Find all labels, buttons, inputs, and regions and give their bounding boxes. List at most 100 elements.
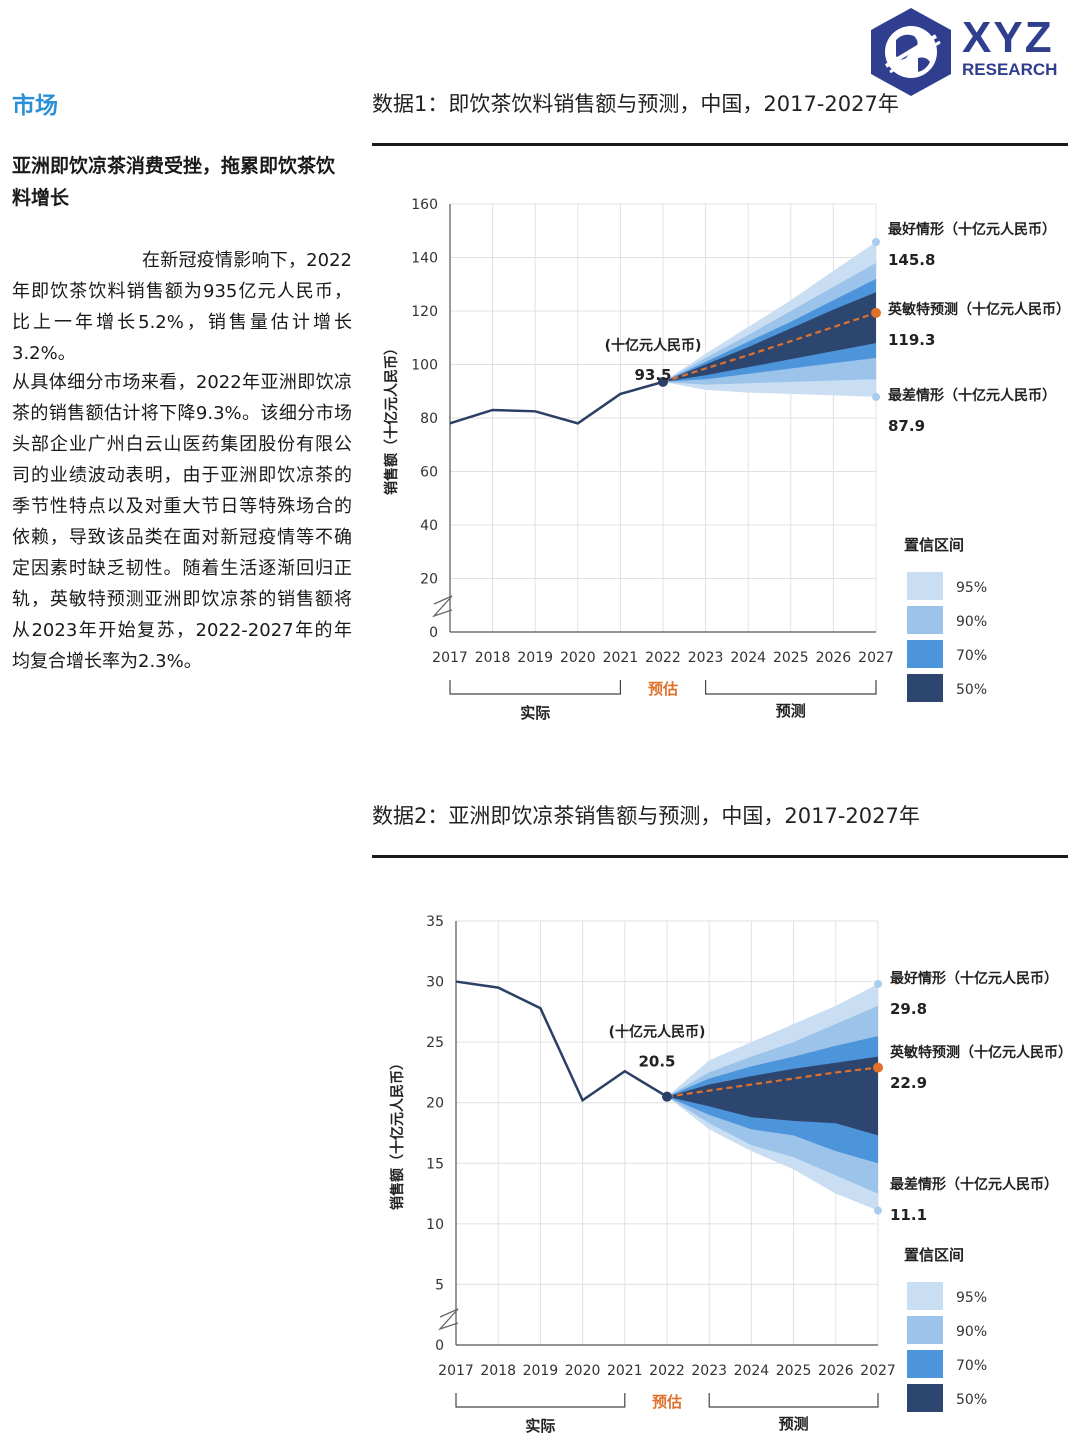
legend-label: 95%: [956, 580, 987, 596]
x-tick-label: 2021: [607, 1363, 643, 1379]
logo-brand: XYZ: [962, 13, 1054, 62]
annotation-label: 最好情形（十亿元人民币）: [890, 970, 1058, 987]
x-tick-label: 2025: [776, 1363, 812, 1379]
axis-break-mark: [431, 595, 453, 618]
annotation-label: 最差情形（十亿元人民币）: [888, 387, 1056, 404]
legend-title: 置信区间: [904, 536, 964, 554]
y-tick-label: 60: [420, 465, 438, 481]
best-case-point: [874, 979, 882, 988]
y-axis-label: 销售额（十亿元人民币）: [383, 341, 400, 495]
annotation-label: 最差情形（十亿元人民币）: [890, 1176, 1058, 1193]
confidence-band-p50: [667, 1056, 878, 1136]
estimate-value-label: 20.5: [638, 1053, 675, 1071]
y-tick-label: 160: [411, 197, 438, 213]
x-tick-label: 2027: [860, 1363, 896, 1379]
legend-label: 70%: [956, 648, 987, 664]
axis-break-mark: [437, 1308, 459, 1331]
actual-bracket: [449, 680, 621, 695]
actual-series-line: [455, 980, 668, 1103]
y-tick-label: 100: [411, 358, 438, 374]
x-tick-label: 2024: [730, 650, 766, 666]
annotation-value: 145.8: [888, 251, 935, 269]
x-tick-label: 2020: [560, 650, 596, 666]
logo-subtitle: RESEARCH: [962, 60, 1058, 79]
x-tick-label: 2023: [691, 1363, 727, 1379]
estimate-point: [658, 376, 668, 387]
phase-estimate-label: 预估: [648, 680, 678, 698]
best-case-point: [872, 237, 880, 246]
y-tick-label: 25: [426, 1035, 444, 1051]
legend-label: 50%: [956, 1392, 987, 1408]
forecast-end-point: [871, 307, 881, 318]
annotation-value: 11.1: [890, 1206, 927, 1224]
phase-estimate-label: 预估: [652, 1393, 682, 1411]
worst-case-point: [874, 1206, 882, 1215]
x-tick-label: 2022: [645, 650, 681, 666]
paragraph-1: 在新冠疫情影响下，2022年即饮茶饮料销售额为935亿元人民币，比上一年增长5.…: [12, 250, 352, 364]
x-tick-label: 2022: [649, 1363, 685, 1379]
x-tick-label: 2027: [858, 650, 894, 666]
forecast-bracket: [708, 1393, 879, 1408]
annotation-value: 119.3: [888, 331, 935, 349]
annotation-label: 英敏特预测（十亿元人民币）: [887, 301, 1070, 318]
legend-label: 90%: [956, 614, 987, 630]
annotation-label: 最好情形（十亿元人民币）: [888, 221, 1056, 238]
forecast-end-point: [873, 1062, 883, 1073]
estimate-unit-label: (十亿元人民币): [605, 337, 702, 354]
globe-hexagon-icon: [871, 8, 951, 96]
legend-swatch: [907, 606, 943, 634]
forecast-bracket: [705, 680, 877, 695]
confidence-band-p70: [663, 278, 876, 382]
x-tick-label: 2019: [517, 650, 553, 666]
x-tick-label: 2018: [480, 1363, 516, 1379]
legend-swatch: [907, 1350, 943, 1378]
chart1-rule: [372, 143, 1068, 146]
x-tick-label: 2023: [688, 650, 724, 666]
annotation-value: 87.9: [888, 417, 925, 435]
estimate-point: [662, 1091, 672, 1102]
estimate-unit-label: (十亿元人民币): [609, 1024, 706, 1041]
paragraph-2: 从具体细分市场来看，2022年亚洲即饮凉茶的销售额估计将下降9.3%。该细分市场…: [12, 372, 352, 672]
x-tick-label: 2017: [438, 1363, 474, 1379]
y-tick-label: 15: [426, 1156, 444, 1172]
phase-forecast-label: 预测: [776, 702, 806, 720]
actual-bracket: [455, 1393, 626, 1408]
x-tick-label: 2021: [603, 650, 639, 666]
y-tick-label: 10: [426, 1217, 444, 1233]
legend-label: 95%: [956, 1290, 987, 1306]
legend-label: 70%: [956, 1358, 987, 1374]
x-tick-label: 2024: [734, 1363, 770, 1379]
y-tick-label: 20: [420, 572, 438, 588]
legend-swatch: [907, 1384, 943, 1412]
legend-title: 置信区间: [904, 1246, 964, 1264]
annotation-value: 29.8: [890, 1000, 927, 1018]
chart2-rule: [372, 855, 1068, 858]
article-heading: 亚洲即饮凉茶消费受挫，拖累即饮茶饮料增长: [12, 155, 336, 209]
chart2-title: 数据2：亚洲即饮凉茶销售额与预测，中国，2017-2027年: [372, 804, 920, 828]
legend-swatch: [907, 674, 943, 702]
forecast-series-line: [666, 1066, 879, 1098]
legend-swatch: [907, 1316, 943, 1344]
chart1-title: 数据1：即饮茶饮料销售额与预测，中国，2017-2027年: [372, 92, 899, 116]
y-tick-label: 30: [426, 975, 444, 991]
x-tick-label: 2019: [523, 1363, 559, 1379]
legend-swatch: [907, 572, 943, 600]
phase-actual-label: 实际: [520, 704, 550, 722]
legend-label: 50%: [956, 682, 987, 698]
forecast-series-line: [662, 311, 877, 383]
y-tick-label: 40: [420, 518, 438, 534]
phase-actual-label: 实际: [525, 1417, 555, 1435]
confidence-band-p50: [663, 292, 876, 382]
section-label: 市场: [12, 93, 58, 119]
x-tick-label: 2017: [432, 650, 468, 666]
legend-label: 90%: [956, 1324, 987, 1340]
x-tick-label: 2018: [475, 650, 511, 666]
y-tick-label: 20: [426, 1096, 444, 1112]
y-tick-label: 35: [426, 914, 444, 930]
annotation-value: 22.9: [890, 1074, 927, 1092]
x-tick-label: 2020: [565, 1363, 601, 1379]
estimate-value-label: 93.5: [634, 366, 671, 384]
x-tick-label: 2026: [816, 650, 852, 666]
y-axis-label: 销售额（十亿元人民币）: [389, 1056, 406, 1210]
